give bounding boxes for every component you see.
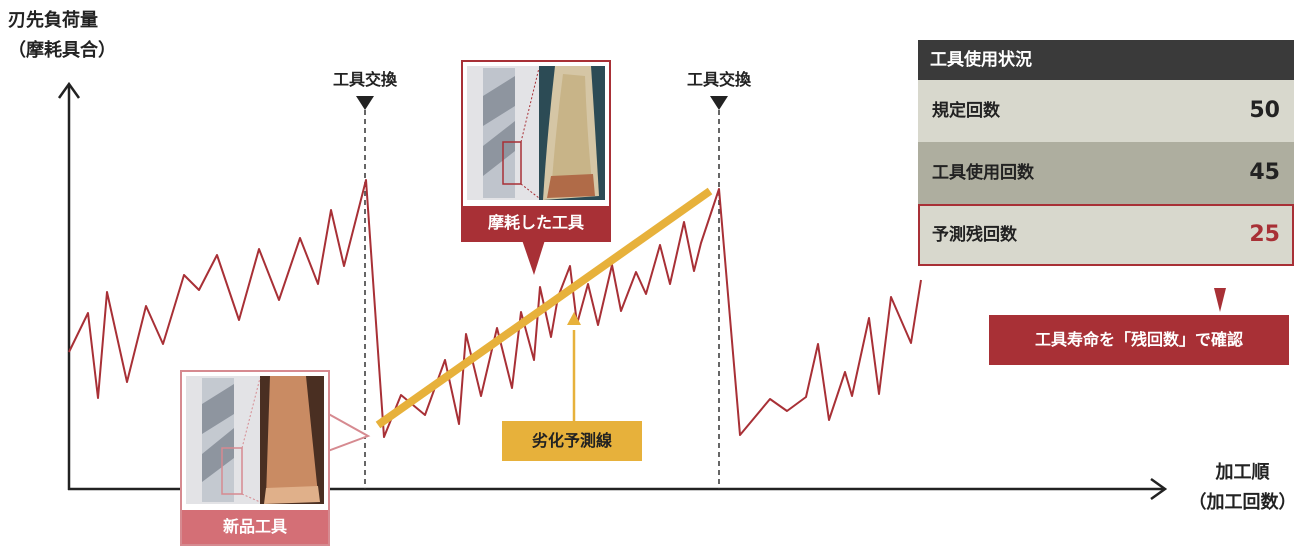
prediction-line (375, 187, 713, 429)
worn-tool-image: 摩耗した工具 (461, 60, 611, 242)
panel-row-used: 工具使用回数 45 (918, 142, 1294, 204)
panel-row-label: 規定回数 (932, 101, 1000, 121)
x-axis-label: 加工順 （加工回数） (1180, 458, 1305, 518)
x-axis-label-line1: 加工順 (1215, 462, 1270, 483)
y-axis-label-line2: （摩耗具合） (8, 40, 116, 61)
panel-row-value: 50 (1249, 98, 1280, 123)
panel-row-value: 25 (1249, 222, 1280, 247)
load-line (68, 179, 922, 438)
worn-tool-photo (467, 66, 605, 200)
panel-title: 工具使用状況 (918, 40, 1294, 80)
y-axis-label-line1: 刃先負荷量 (8, 10, 98, 31)
y-axis-label: 刃先負荷量 （摩耗具合） (8, 6, 116, 66)
panel-row-label: 予測残回数 (932, 225, 1017, 245)
new-tool-photo (186, 376, 324, 504)
callout-pointer (1214, 288, 1226, 312)
new-tool-caption: 新品工具 (182, 510, 328, 544)
worn-tool-caption: 摩耗した工具 (463, 206, 609, 240)
prediction-arrowhead (567, 312, 581, 325)
panel-row-remaining: 予測残回数 25 (918, 204, 1294, 266)
worn-pointer (522, 240, 545, 275)
new-tool-image: 新品工具 (180, 370, 330, 546)
exchange-label-2: 工具交換 (686, 70, 751, 89)
exchange-label-1: 工具交換 (332, 70, 397, 89)
prediction-line-label: 劣化予測線 (502, 421, 642, 461)
life-callout: 工具寿命を「残回数」で確認 (989, 315, 1289, 365)
panel-row-label: 工具使用回数 (932, 163, 1034, 183)
panel-row-value: 45 (1249, 160, 1280, 185)
x-axis-arrowhead (1150, 477, 1168, 501)
tool-status-panel: 工具使用状況 規定回数 50 工具使用回数 45 予測残回数 25 (918, 40, 1294, 266)
y-axis-arrowhead (57, 81, 81, 99)
x-axis-label-line2: （加工回数） (1188, 492, 1297, 513)
exchange-marker-2 (710, 96, 728, 110)
exchange-marker-1 (356, 96, 374, 110)
panel-row-specified: 規定回数 50 (918, 80, 1294, 142)
new-pointer (324, 410, 371, 454)
